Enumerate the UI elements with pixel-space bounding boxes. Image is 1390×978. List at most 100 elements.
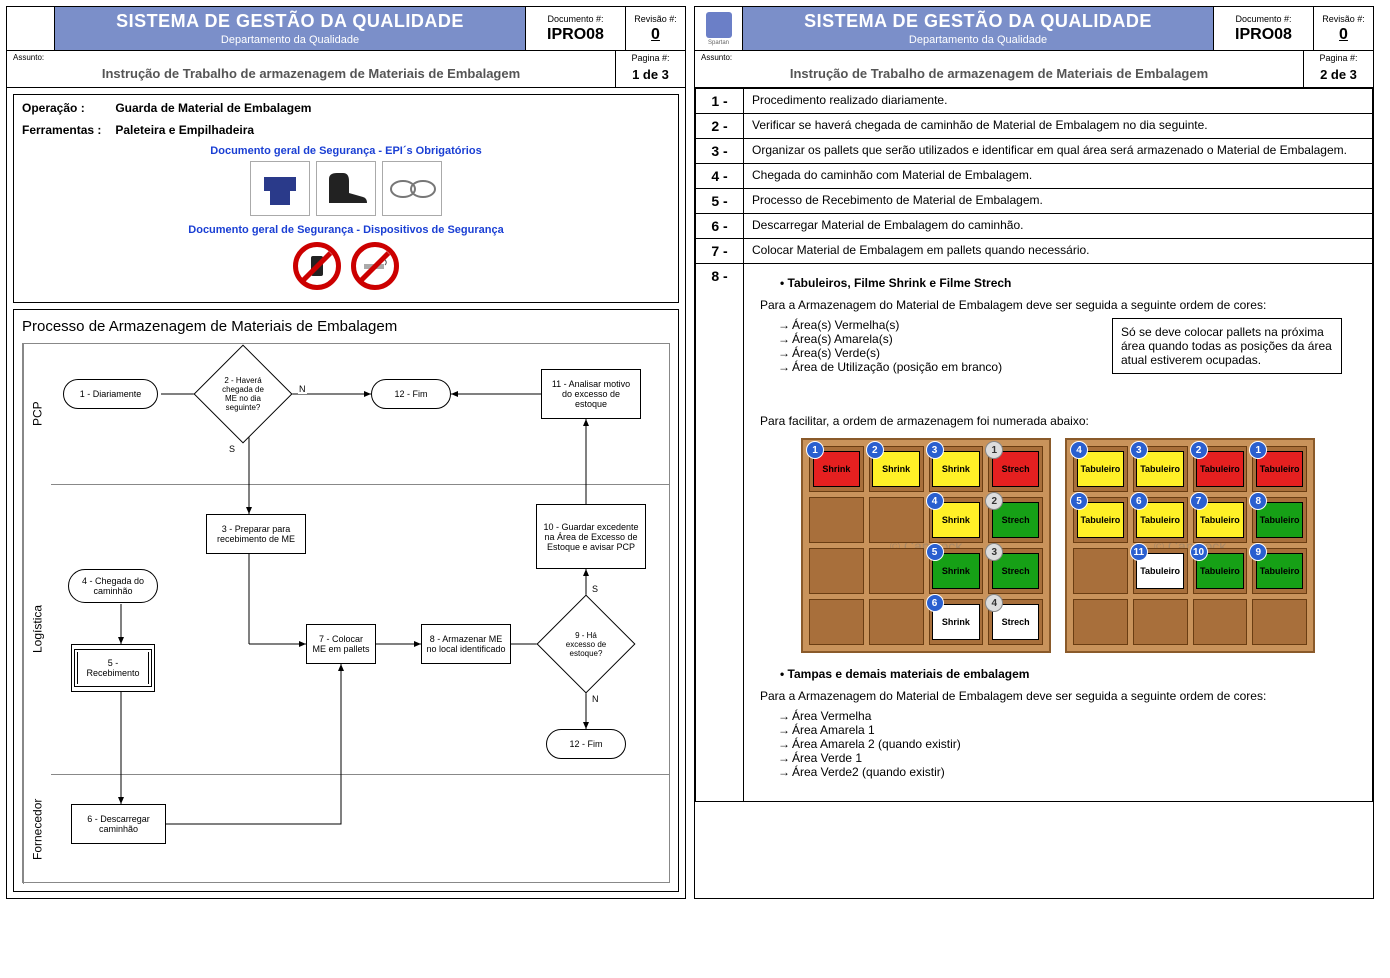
epi-shirt-icon [250,161,310,216]
node-9: 9 - Há excesso de estoque? [551,609,621,679]
op-value: Guarda de Material de Embalagem [115,101,311,115]
shelf-cell [809,548,864,594]
area-item: Área Amarela 1 [778,723,1356,737]
shelf-cell: Tabuleiro3 [1133,446,1188,492]
node-11: 11 - Analisar motivo do excesso de estoq… [541,369,641,419]
shelf-cell: Strech3 [988,548,1043,594]
node-12b: 12 - Fim [546,729,626,759]
shelf-cell: Tabuleiro4 [1073,446,1128,492]
node-4: 4 - Chegada do caminhão [68,569,158,603]
shelf-cell: Shrink1 [809,446,864,492]
step-text: Verificar se haverá chegada de caminhão … [744,114,1373,139]
op-label: Operação : [22,101,112,115]
shelf-cell: Shrink3 [929,446,984,492]
shelves: © CanstockShrink1Shrink2Shrink3Strech1Sh… [760,438,1356,653]
shelf-badge: 2 [866,441,884,459]
shelf-badge: 7 [1190,492,1208,510]
step-num: 7 - [696,239,744,264]
shelf-badge: 1 [806,441,824,459]
step-num: 6 - [696,214,744,239]
epi-title: Documento geral de Segurança - EPI´s Obr… [22,145,670,157]
area-item: Área Verde 1 [778,751,1356,765]
epi-goggles-icon [382,161,442,216]
step-text: Chegada do caminhão com Material de Emba… [744,164,1373,189]
step-text: Processo de Recebimento de Material de E… [744,189,1373,214]
node-3: 3 - Preparar para recebimento de ME [206,514,306,554]
assunto-value: Instrução de Trabalho de armazenagem de … [13,62,609,81]
shelf-cell: Tabuleiro7 [1193,497,1248,543]
shelf-cell: Strech2 [988,497,1043,543]
rev-label: Revisão #: [626,14,685,24]
shelf-cell [809,599,864,645]
logo-cell-2: Spartan [695,7,743,50]
page-cell: Pagina #: 1 de 3 [615,51,685,87]
shelf-cell: Strech1 [988,446,1043,492]
step-text: Organizar os pallets que serão utilizado… [744,139,1373,164]
epi-boot-icon [316,161,376,216]
shelf-cell: Tabuleiro6 [1133,497,1188,543]
doc-cell: Documento #: IPRO08 [525,7,625,50]
shelf-1: © CanstockShrink1Shrink2Shrink3Strech1Sh… [801,438,1051,653]
header-2: Spartan SISTEMA DE GESTÃO DA QUALIDADE D… [695,7,1373,51]
node-7: 7 - Colocar ME em pallets [306,624,376,664]
shelf-cell: Shrink4 [929,497,984,543]
shelf-badge: 5 [1070,492,1088,510]
shelf-cell [1193,599,1248,645]
tool-label: Ferramentas : [22,123,112,137]
step-num: 3 - [696,139,744,164]
page-1: SISTEMA DE GESTÃO DA QUALIDADE Departame… [6,6,686,899]
step-text: Procedimento realizado diariamente. [744,89,1373,114]
step-8-num: 8 - [696,264,744,802]
shelf-badge: 4 [926,492,944,510]
doc-label: Documento #: [526,14,625,24]
shelf-badge: 10 [1190,543,1208,561]
shelf-badge: 5 [926,543,944,561]
shelf-cell: Shrink6 [929,599,984,645]
shelf-cell: Tabuleiro1 [1252,446,1307,492]
step8-facil: Para facilitar, a ordem de armazenagem f… [760,414,1356,428]
shelf-badge: 3 [926,441,944,459]
lane-forn: Fornecedor [23,774,51,884]
logo-cell [7,7,55,50]
shelf-cell [869,599,924,645]
node-8: 8 - Armazenar ME no local identificado [421,624,511,664]
prohibition-icons [22,242,670,290]
epi-images [22,161,670,216]
shelf-cell [869,548,924,594]
assunto-label: Assunto: [13,53,609,62]
shelf-cell [1073,599,1128,645]
rev-cell-2: Revisão #: 0 [1313,7,1373,50]
area-item: Área Amarela 2 (quando existir) [778,737,1356,751]
areas-list-2: Área VermelhaÁrea Amarela 1Área Amarela … [778,709,1356,779]
step-num: 4 - [696,164,744,189]
shelf-badge: 3 [1130,441,1148,459]
flow-title: Processo de Armazenagem de Materiais de … [22,318,670,335]
shelf-cell [809,497,864,543]
shelf-cell: Strech4 [988,599,1043,645]
edge-s2: S [591,584,599,594]
shelf-badge: 4 [1070,441,1088,459]
shelf-cell: Shrink2 [869,446,924,492]
shelf-cell [1252,599,1307,645]
shelf-cell: Tabuleiro10 [1193,548,1248,594]
edge-n2: N [591,694,600,704]
shelf-cell: Shrink5 [929,548,984,594]
step-num: 1 - [696,89,744,114]
node-6: 6 - Descarregar caminhão [71,804,166,844]
shelf-cell: Tabuleiro8 [1252,497,1307,543]
shelf-cell [1133,599,1188,645]
shelf-cell [869,497,924,543]
department: Departamento da Qualidade [55,34,525,46]
lane-log: Logística [23,484,51,774]
edge-n1: N [298,384,307,394]
header-row2-2: Assunto: Instrução de Trabalho de armaze… [695,51,1373,88]
tool-value: Paleteira e Empilhadeira [115,123,254,137]
node-12a: 12 - Fim [371,379,451,409]
lane-divider-2 [51,774,669,775]
shelf-badge: 6 [1130,492,1148,510]
disp-title: Documento geral de Segurança - Dispositi… [22,224,670,236]
step-num: 2 - [696,114,744,139]
operation-box: Operação : Guarda de Material de Embalag… [13,94,679,303]
shelf-cell: Tabuleiro5 [1073,497,1128,543]
step-text: Colocar Material de Embalagem em pallets… [744,239,1373,264]
